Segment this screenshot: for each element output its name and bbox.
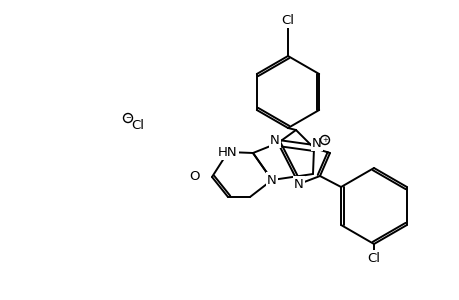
- Text: N: N: [269, 134, 279, 146]
- Text: O: O: [190, 170, 200, 184]
- Text: Cl: Cl: [281, 14, 294, 26]
- Text: +: +: [321, 137, 327, 143]
- Text: HN: HN: [218, 146, 237, 158]
- Text: −: −: [125, 115, 131, 121]
- Text: N: N: [293, 178, 303, 190]
- Text: N: N: [312, 136, 321, 149]
- Text: Cl: Cl: [367, 251, 380, 265]
- Text: N: N: [267, 173, 276, 187]
- Text: Cl: Cl: [131, 118, 144, 131]
